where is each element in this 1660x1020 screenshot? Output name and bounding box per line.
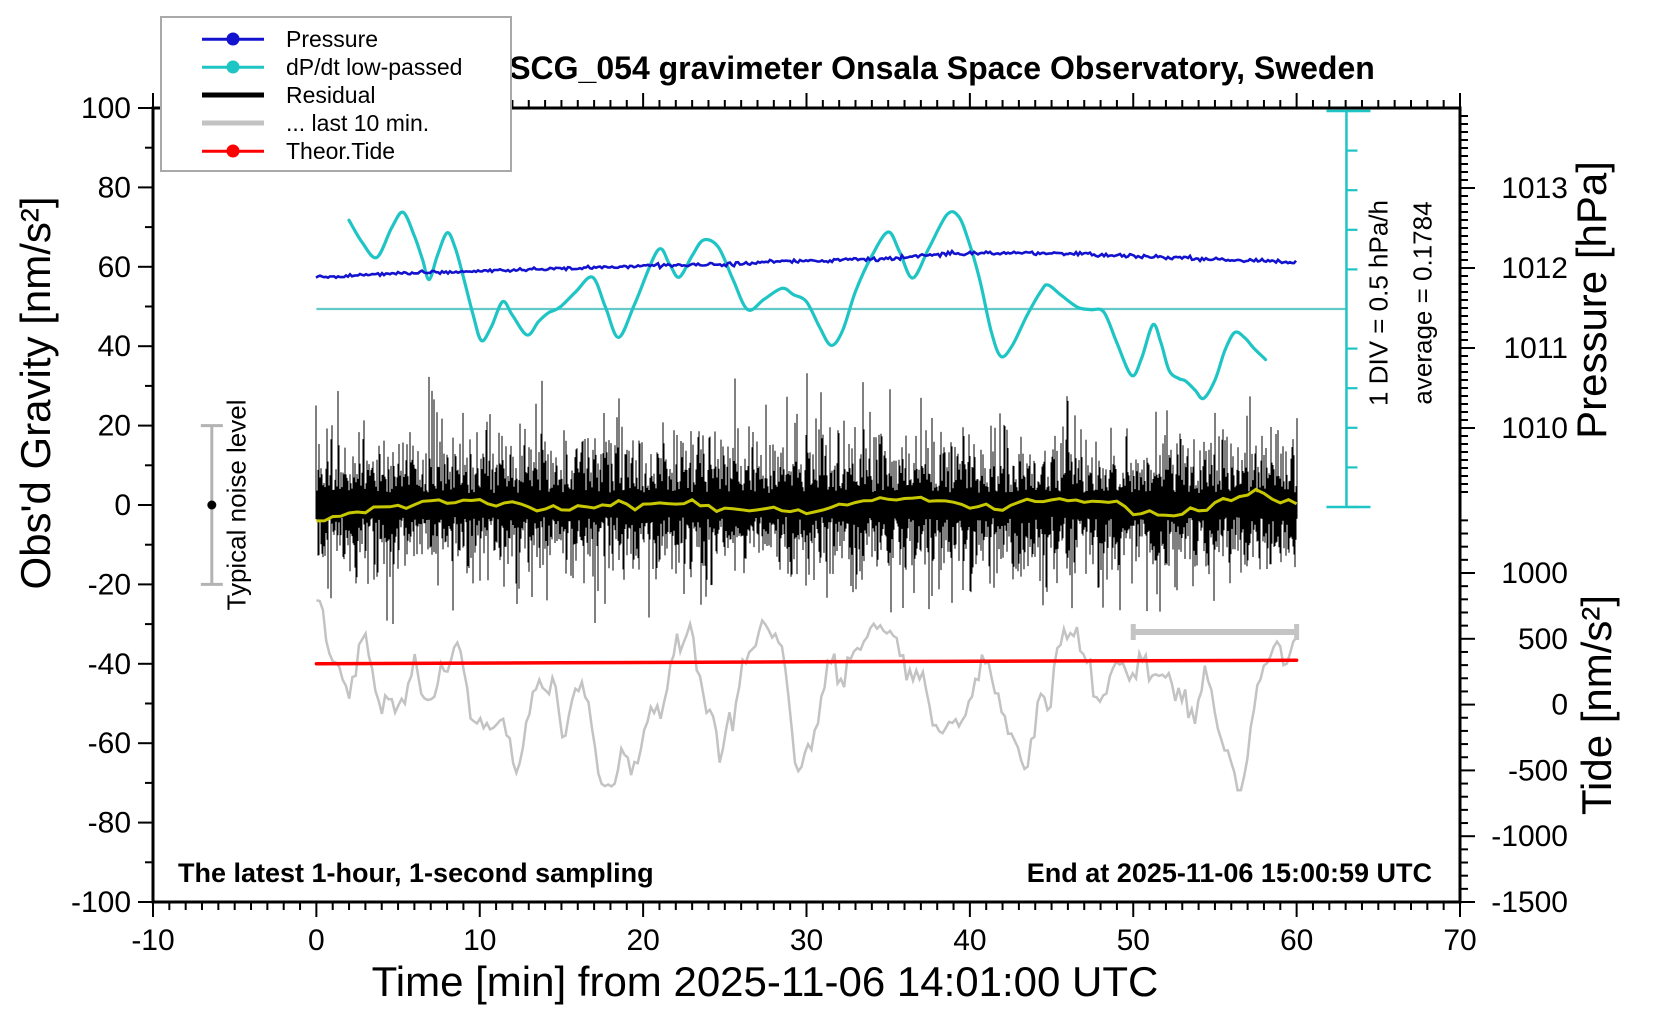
residual-series: [315, 373, 1298, 624]
last10-span-bar: [1130, 624, 1300, 641]
pressure-axis-label: Pressure [hPa]: [1568, 161, 1615, 439]
last10-series: [316, 599, 1298, 792]
legend-residual-line-icon: [202, 87, 264, 103]
tick-label: 10: [463, 924, 496, 957]
tick-label: -40: [88, 648, 131, 681]
tick-label: -60: [88, 727, 131, 760]
legend-label: Theor.Tide: [286, 137, 396, 164]
tick-label: 100: [81, 92, 131, 125]
legend-item-residual: Residual: [202, 81, 510, 109]
tick-label: -1500: [1491, 886, 1568, 919]
legend-label: Pressure: [286, 25, 379, 52]
residual-lowpass-series: [316, 487, 1298, 523]
tick-label: 1012: [1501, 252, 1568, 285]
tide-series: [314, 658, 1299, 666]
average-note: average = 0.1784: [1407, 201, 1438, 405]
legend: Pressure dP/dt low-passed Residual... last…: [160, 16, 512, 172]
tick-label: -100: [71, 886, 131, 919]
legend-label: dP/dt low-passed: [286, 53, 463, 80]
legend-item-last10: ... last 10 min.: [202, 109, 510, 137]
tick-label: -20: [88, 568, 131, 601]
div-scale-note: 1 DIV = 0.5 hPa/h: [1363, 200, 1394, 406]
dpdt-series: [316, 109, 1371, 509]
tick-label: 40: [98, 330, 131, 363]
noise-level-bar: [200, 424, 223, 586]
tick-label: -500: [1508, 754, 1568, 787]
chart-title: SCG_054 gravimeter Onsala Space Observat…: [509, 50, 1375, 86]
tick-label: 0: [1551, 689, 1568, 722]
legend-last10-line-icon: [202, 115, 264, 131]
tick-label: 20: [626, 924, 659, 957]
tide-axis-label: Tide [nm/s²]: [1573, 594, 1620, 816]
legend-dpdt-line-icon: [202, 59, 264, 75]
legend-pressure-line-icon: [202, 31, 264, 47]
tick-label: 40: [953, 924, 986, 957]
noise-level-note: Typical noise level: [221, 399, 252, 611]
tick-label: 1010: [1501, 412, 1568, 445]
gravity-axis-label: Obs'd Gravity [nm/s²]: [12, 196, 59, 590]
tick-label: 60: [1280, 924, 1313, 957]
legend-label: ... last 10 min.: [286, 109, 430, 136]
tick-label: -80: [88, 807, 131, 840]
tick-label: 1011: [1503, 332, 1568, 365]
tick-label: 70: [1443, 924, 1476, 957]
tick-label: 60: [98, 251, 131, 284]
legend-item-dpdt: dP/dt low-passed: [202, 53, 510, 81]
tick-label: 20: [98, 410, 131, 443]
tick-label: -1000: [1491, 820, 1568, 853]
tick-label: 500: [1518, 623, 1568, 656]
x-axis-label: Time [min] from 2025-11-06 14:01:00 UTC: [371, 958, 1159, 1005]
legend-label: Residual: [286, 81, 376, 108]
sampling-note: The latest 1-hour, 1-second sampling: [178, 858, 654, 888]
pressure-series: [315, 248, 1297, 280]
tick-label: 1013: [1501, 172, 1568, 205]
tick-label: 80: [98, 171, 131, 204]
tick-label: 50: [1117, 924, 1150, 957]
tick-label: 30: [790, 924, 823, 957]
tick-label: 0: [308, 924, 325, 957]
tick-label: 1000: [1501, 557, 1568, 590]
legend-tide-line-icon: [202, 143, 264, 159]
tick-label: -10: [131, 924, 174, 957]
legend-item-pressure: Pressure: [202, 25, 510, 53]
end-time-note: End at 2025-11-06 15:00:59 UTC: [1026, 858, 1432, 888]
tick-label: 0: [114, 489, 131, 522]
axes: -10 0 10 20 30 40 50 60 70-100-80-60-40-20020406…: [71, 92, 1568, 957]
legend-item-tide: Theor.Tide: [202, 137, 510, 165]
